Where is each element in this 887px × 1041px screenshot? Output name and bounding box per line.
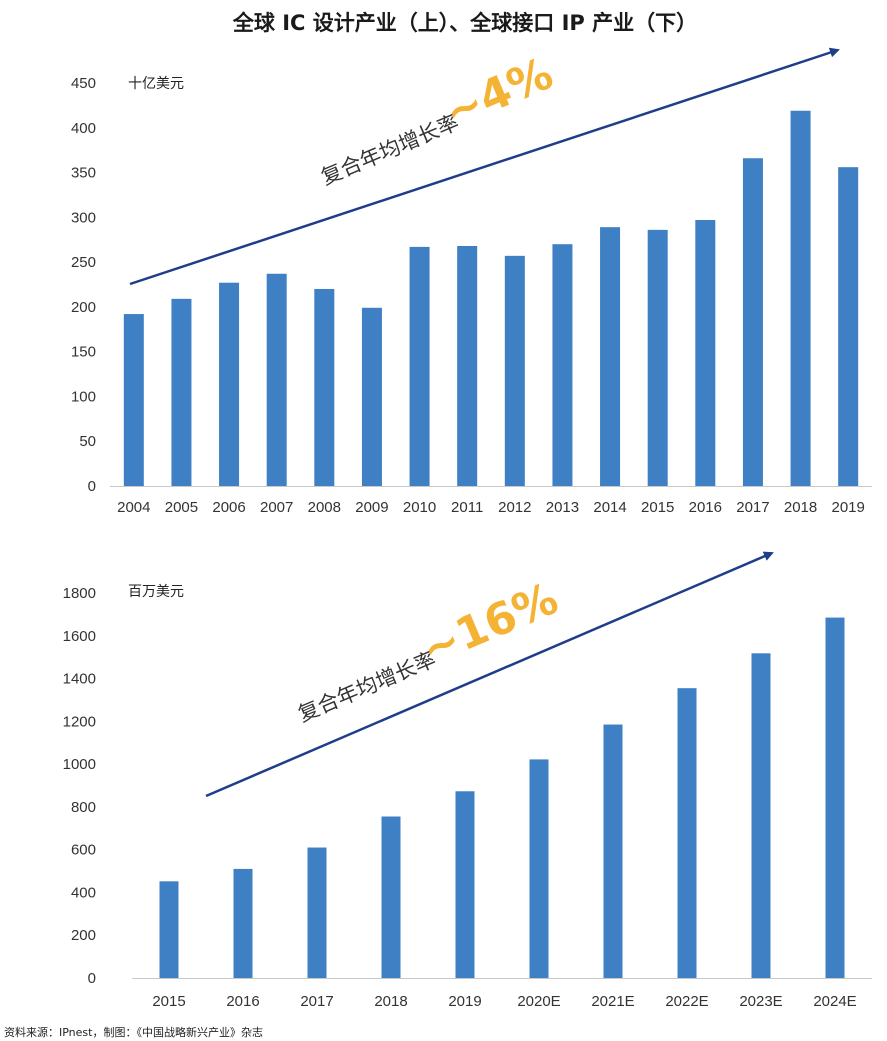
x-tick-label: 2019 [448, 993, 481, 1010]
bar-2015 [159, 881, 179, 978]
y-tick-label: 1200 [63, 713, 96, 730]
bar-2005 [171, 298, 192, 486]
bar-2019 [455, 791, 475, 978]
x-tick-label: 2010 [403, 499, 436, 516]
x-tick-label: 2017 [736, 499, 769, 516]
x-tick-label: 2004 [117, 499, 150, 516]
bar-2017 [742, 158, 763, 486]
bar-2012 [504, 255, 525, 486]
y-tick-label: 100 [71, 388, 96, 405]
x-tick-label: 2024E [813, 993, 856, 1010]
bar-2006 [219, 282, 240, 486]
y-unit-label: 十亿美元 [128, 76, 184, 92]
x-tick-label: 2005 [165, 499, 198, 516]
cagr-label: 复合年均增长率 [295, 647, 440, 727]
y-tick-label: 50 [79, 433, 96, 450]
figure-title: 全球 IC 设计产业（上）、全球接口 IP 产业（下） [232, 11, 697, 35]
cagr-annotation: 复合年均增长率 ~16% [295, 573, 566, 727]
y-tick-label: 1600 [63, 628, 96, 645]
bar-2021E [603, 724, 623, 978]
cagr-annotation: 复合年均增长率 ~4% [318, 48, 561, 190]
y-tick-label: 1000 [63, 756, 96, 773]
bar-2020E [529, 759, 549, 978]
bar-2017 [307, 847, 327, 978]
bar-2009 [361, 307, 382, 486]
bar-2018 [381, 816, 401, 978]
x-tick-label: 2016 [689, 499, 722, 516]
x-tick-label: 2011 [451, 499, 483, 516]
y-tick-label: 450 [71, 75, 96, 92]
bar-2007 [266, 273, 287, 486]
x-tick-label: 2014 [593, 499, 626, 516]
y-tick-label: 350 [71, 165, 96, 182]
trend-arrow [129, 47, 840, 286]
bar-2014 [600, 227, 621, 486]
x-tick-label: 2015 [641, 499, 674, 516]
cagr-value: ~16% [414, 573, 565, 676]
source-note: 资料来源：IPnest，制图：《中国战略新兴产业》杂志 [4, 1025, 263, 1039]
bar-2004 [123, 314, 144, 486]
y-tick-label: 300 [71, 209, 96, 226]
x-tick-label: 2016 [226, 993, 259, 1010]
bar-2016 [695, 220, 716, 486]
chart-interface-ip: 百万美元 0 200 400 600 800 1000 1200 1400 1600 1800 2… [63, 551, 872, 1010]
x-tick-label: 2020E [517, 993, 560, 1010]
y-tick-label: 1400 [63, 671, 96, 688]
x-tick-label: 2008 [308, 499, 341, 516]
cagr-value: ~4% [437, 48, 560, 139]
bar-2019 [838, 167, 859, 486]
bar-2011 [457, 245, 478, 486]
x-tick-label: 2015 [152, 993, 185, 1010]
bar-2018 [790, 110, 811, 487]
x-tick-label: 2023E [739, 993, 782, 1010]
y-tick-label: 200 [71, 927, 96, 944]
bar-2022E [677, 688, 697, 978]
x-tick-label: 2018 [374, 993, 407, 1010]
x-tick-label: 2013 [546, 499, 579, 516]
bar-2008 [314, 288, 335, 486]
y-tick-label: 0 [88, 970, 96, 987]
y-tick-label: 0 [88, 478, 96, 495]
bar-2015 [647, 229, 668, 487]
cagr-label: 复合年均增长率 [318, 110, 463, 190]
x-tick-label: 2017 [300, 993, 333, 1010]
x-tick-label: 2009 [355, 499, 388, 516]
x-tick-label: 2021E [591, 993, 634, 1010]
bar-2023E [751, 653, 771, 978]
y-tick-label: 800 [71, 799, 96, 816]
y-tick-label: 400 [71, 120, 96, 137]
chart-ic-design: 十亿美元 0 50 100 150 200 250 300 350 400 450 2004 200… [71, 47, 872, 516]
x-tick-label: 2007 [260, 499, 293, 516]
x-tick-label: 2018 [784, 499, 817, 516]
y-unit-label: 百万美元 [128, 584, 184, 600]
x-tick-label: 2022E [665, 993, 708, 1010]
x-tick-label: 2006 [212, 499, 245, 516]
y-tick-label: 400 [71, 884, 96, 901]
y-tick-label: 200 [71, 299, 96, 316]
y-tick-label: 250 [71, 254, 96, 271]
y-tick-label: 1800 [63, 585, 96, 602]
x-tick-label: 2019 [832, 499, 865, 516]
bar-2010 [409, 246, 430, 486]
y-tick-label: 150 [71, 344, 96, 361]
bar-2024E [825, 617, 845, 978]
x-tick-label: 2012 [498, 499, 531, 516]
trend-arrow [205, 551, 774, 798]
bar-2013 [552, 244, 573, 486]
y-tick-label: 600 [71, 842, 96, 859]
bar-2016 [233, 868, 253, 978]
